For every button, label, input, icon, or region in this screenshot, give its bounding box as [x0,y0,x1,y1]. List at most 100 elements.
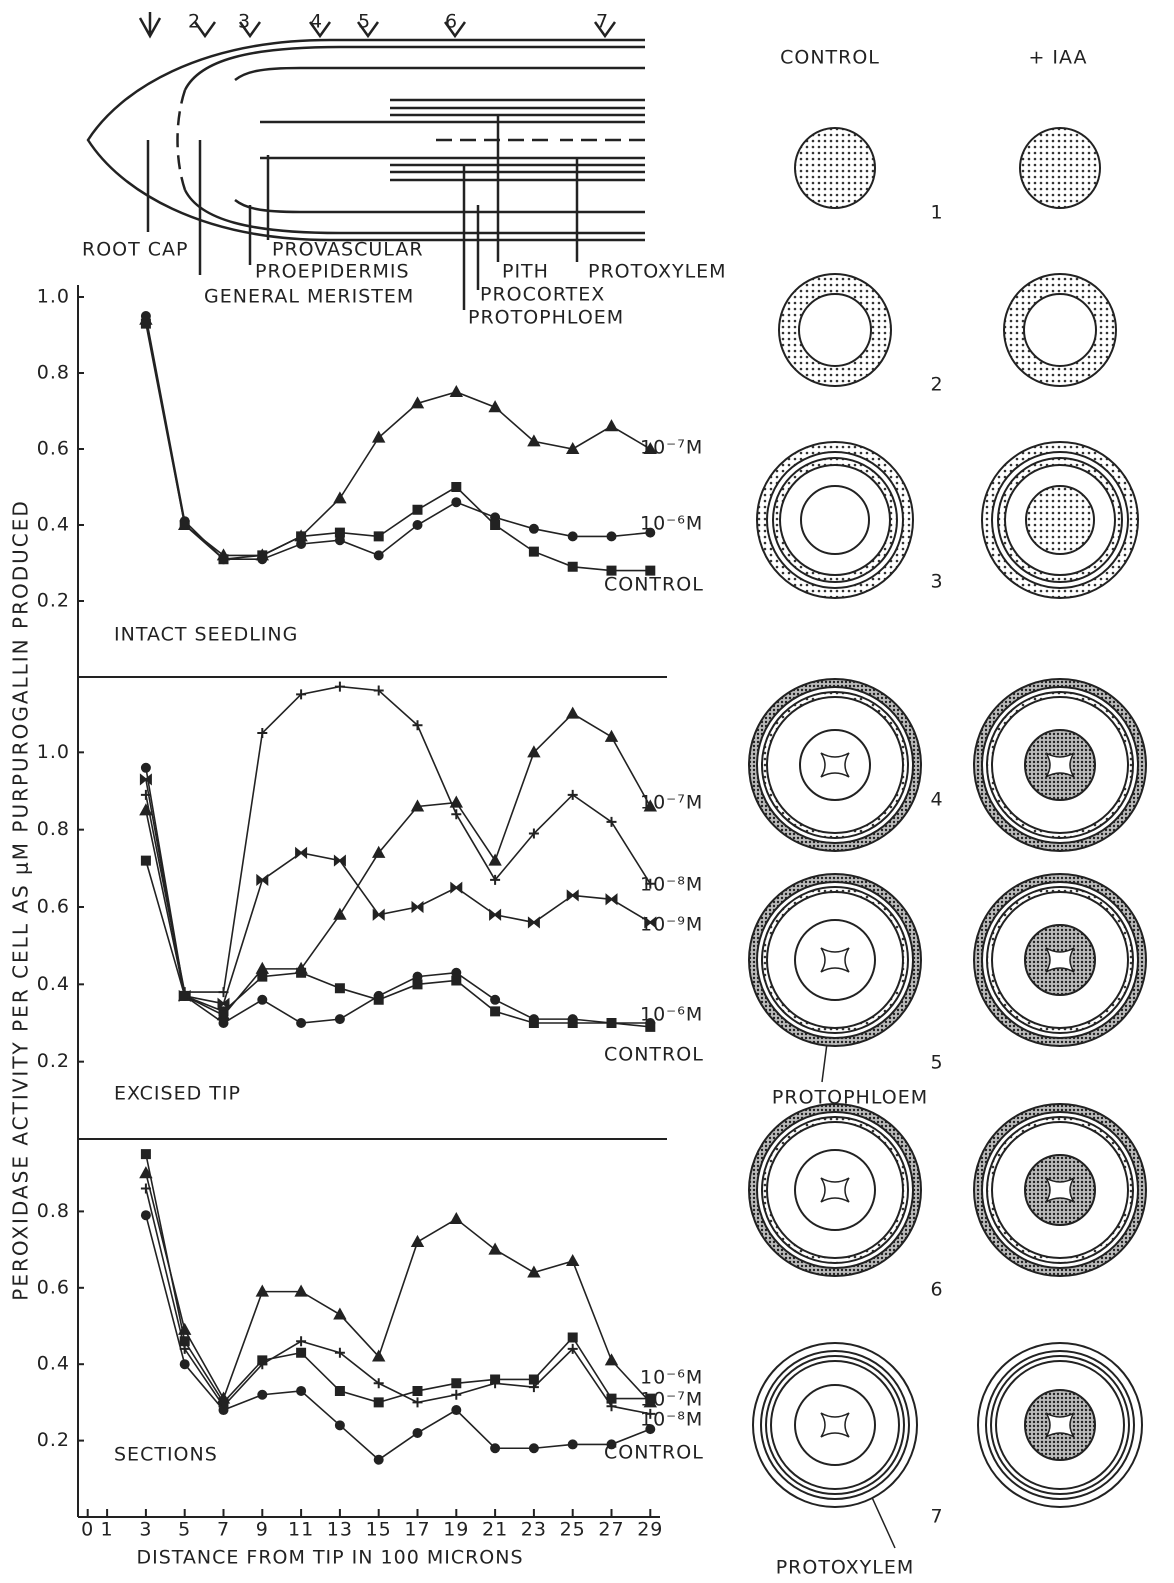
y-tick-label: 0.4 [37,973,70,995]
marker [529,1268,539,1277]
y-tick-label: 0.6 [37,896,70,918]
section-marker: 2 [188,11,201,33]
series-line [146,687,650,992]
marker [413,1237,423,1246]
marker [607,895,617,903]
section-shape [1046,948,1074,972]
marker [335,1310,345,1319]
marker [375,1456,383,1464]
section-marker: 6 [445,11,458,33]
marker [608,1019,616,1027]
x-tick-label: 11 [288,1519,314,1541]
section-label: PROTOXYLEM [776,1557,915,1579]
marker [490,402,500,411]
section-shape [1046,753,1074,777]
marker [181,992,189,1000]
y-tick-label: 0.8 [37,818,70,840]
page: {"root_diagram": {"section_markers": ["2… [0,0,1174,1583]
marker [568,709,578,718]
marker [375,1398,383,1406]
series-label: 10⁻⁶M [640,513,703,535]
section-shape [821,1178,849,1202]
tissue-label: PROCORTEX [480,284,605,306]
section-marker: 5 [358,11,371,33]
marker [452,1379,460,1387]
marker [220,1019,228,1027]
y-tick-label: 0.4 [37,514,70,536]
marker [335,857,345,865]
panel-title: EXCISED TIP [114,1083,241,1105]
x-axis-label: DISTANCE FROM TIP IN 100 MICRONS [136,1547,523,1569]
tissue-label: PROEPIDERMIS [255,261,410,283]
marker [181,521,189,529]
marker [569,1440,577,1448]
series-line [146,320,650,556]
series-label: 10⁻⁸M [640,874,703,896]
marker [530,525,538,533]
section-shape [1020,128,1100,208]
marker [374,911,384,919]
marker [375,996,383,1004]
series-line [146,1173,650,1402]
y-tick-label: 0.2 [37,1429,70,1451]
marker [491,521,499,529]
marker [646,1023,654,1031]
marker [142,320,150,328]
section-shape [821,948,849,972]
marker [490,911,500,919]
marker [569,532,577,540]
x-tick-label: 17 [404,1519,430,1541]
section-shape [1024,294,1096,366]
marker [142,1150,150,1158]
section-marker: 3 [238,11,251,33]
series-label: 10⁻⁷M [640,1389,703,1411]
series-label: CONTROL [604,574,704,596]
marker [336,1421,344,1429]
marker [296,1287,306,1296]
marker [336,1015,344,1023]
marker [490,856,500,865]
marker [257,1287,267,1296]
marker [413,801,423,810]
marker [257,876,267,884]
marker [530,548,538,556]
tissue-label: PROVASCULAR [272,239,424,261]
marker [451,809,461,819]
marker [451,387,461,396]
marker [297,1019,305,1027]
marker [220,555,228,563]
marker [491,996,499,1004]
section-shape [801,486,869,554]
figure: 2 3 4 5 6 7 ROOT CAP PROVASCULAR PROEPID… [0,0,1174,1583]
section-number: 6 [930,1279,943,1301]
marker [451,884,461,892]
marker [296,1336,306,1346]
panel-title: INTACT SEEDLING [114,624,298,646]
marker [452,1406,460,1414]
tissue-label: ROOT CAP [82,239,188,261]
marker [607,1355,617,1364]
tissue-label: PROTOPHLOEM [468,307,624,329]
marker [220,1406,228,1414]
section-number: 4 [930,789,943,811]
marker [451,1214,461,1223]
marker [297,969,305,977]
column-header: CONTROL [780,47,880,69]
marker [258,1391,266,1399]
marker [296,849,306,857]
marker [569,563,577,571]
marker [414,1429,422,1437]
series-label: CONTROL [604,1044,704,1066]
section-marker: 4 [310,11,323,33]
section-shape [1026,486,1094,554]
marker [181,1360,189,1368]
x-tick-label: 15 [366,1519,392,1541]
marker [258,551,266,559]
marker [569,1333,577,1341]
x-tick-label: 29 [637,1519,663,1541]
marker [297,1349,305,1357]
y-tick-label: 1.0 [37,286,70,308]
marker [568,444,578,453]
y-tick-label: 0.8 [37,1200,70,1222]
y-axis-label: PEROXIDASE ACTIVITY PER CELL AS μM PURPU… [9,499,33,1300]
